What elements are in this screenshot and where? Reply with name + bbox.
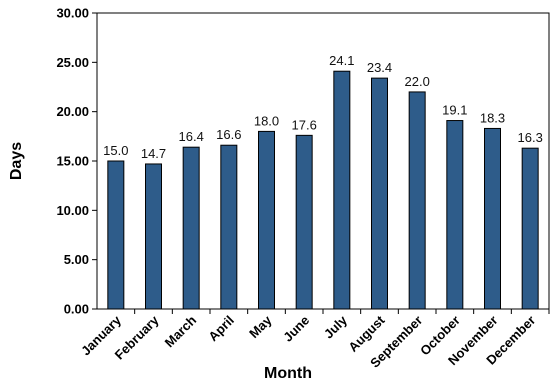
data-label-may: 18.0: [254, 113, 279, 128]
y-tick-label: 20.00: [56, 104, 89, 119]
data-label-august: 23.4: [367, 60, 392, 75]
bar-october: [446, 120, 464, 310]
bar-august: [371, 77, 388, 310]
data-label-september: 22.0: [405, 74, 430, 89]
bar-june: [295, 134, 313, 310]
bar-may: [258, 130, 275, 310]
x-axis-title: Month: [264, 365, 312, 382]
x-tick-label-may: May: [246, 312, 275, 341]
data-label-february: 14.7: [141, 146, 166, 161]
data-label-april: 16.6: [216, 127, 241, 142]
bar-september: [408, 91, 426, 310]
bar-december: [521, 147, 539, 310]
data-label-november: 18.3: [480, 110, 505, 125]
y-tick-label: 25.00: [56, 55, 89, 70]
bar-july: [333, 70, 351, 310]
bar-february: [145, 163, 162, 310]
data-label-october: 19.1: [442, 103, 467, 118]
data-label-july: 24.1: [329, 53, 354, 68]
data-label-june: 17.6: [292, 117, 317, 132]
y-tick-label: 5.00: [64, 252, 89, 267]
y-tick-label: 0.00: [64, 302, 89, 317]
bar-march: [182, 146, 200, 310]
y-tick-label: 15.00: [56, 154, 89, 169]
plot-area-frame: [96, 12, 550, 310]
y-tick-label: 10.00: [56, 203, 89, 218]
data-label-january: 15.0: [103, 143, 128, 158]
bar-january: [107, 160, 125, 310]
y-axis-ticks: 0.00 5.00 10.00 15.00 20.00 25.00 30.00: [56, 6, 97, 317]
bar-april: [220, 144, 238, 310]
data-labels: 15.0 14.7 16.4 16.6 18.0 17.6 24.1 23.4 22.0 19.1…: [103, 53, 543, 161]
x-tick-label-april: April: [205, 313, 237, 345]
x-tick-label-march: March: [162, 312, 200, 350]
bar-november: [484, 127, 501, 310]
bar-series: [107, 70, 539, 310]
x-tick-label-july: July: [321, 312, 351, 342]
data-label-december: 16.3: [518, 130, 543, 145]
x-tick-label-june: June: [280, 313, 312, 345]
y-tick-label: 30.00: [56, 6, 89, 21]
data-label-march: 16.4: [179, 129, 204, 144]
y-axis-title: Days: [8, 142, 25, 180]
